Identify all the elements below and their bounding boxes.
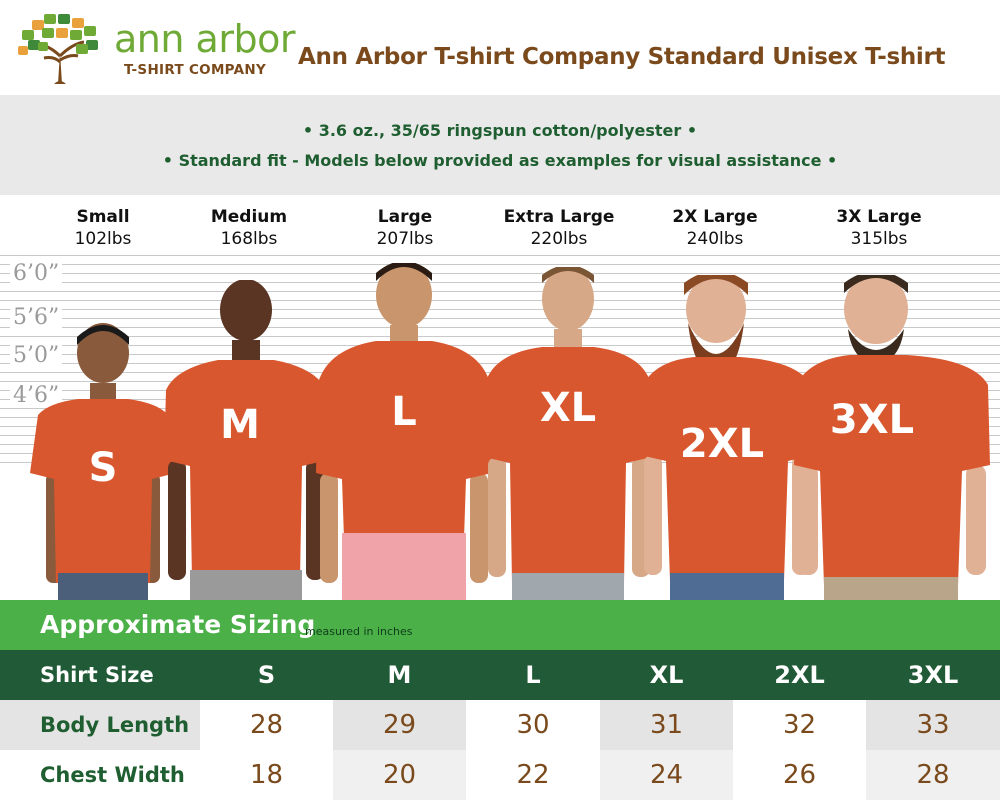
logo-subtitle: T-SHIRT COMPANY	[124, 62, 267, 78]
table-cell: 32	[733, 700, 866, 750]
shirt-label-2xl: 2XL	[680, 421, 764, 467]
logo-wordmark: ann arbor	[114, 17, 295, 61]
table-header-row: Shirt Size S M L XL 2XL 3XL	[0, 650, 1000, 700]
table-row-chest-width: Chest Width 18 20 22 24 26 28	[0, 750, 1000, 800]
model-header-medium: Medium 168lbs	[174, 207, 324, 249]
tree-logo-icon	[18, 14, 98, 84]
model-header-2xl: 2X Large 240lbs	[640, 207, 790, 249]
spec-band: • 3.6 oz., 35/65 ringspun cotton/polyest…	[0, 95, 1000, 195]
spec-fabric: • 3.6 oz., 35/65 ringspun cotton/polyest…	[302, 121, 698, 140]
model-header-small: Small 102lbs	[28, 207, 178, 249]
spec-fit: • Standard fit - Models below provided a…	[162, 151, 838, 170]
row-label: Chest Width	[0, 750, 200, 800]
table-cell: 22	[466, 750, 600, 800]
approximate-sizing-title: Approximate Sizing	[40, 610, 316, 639]
model-figure-small: S	[28, 323, 178, 600]
size-name: Small	[76, 207, 130, 227]
table-cell: 24	[600, 750, 733, 800]
table-cell: 18	[200, 750, 333, 800]
table-row-body-length: Body Length 28 29 30 31 32 33	[0, 700, 1000, 750]
approximate-sizing-bar: Approximate Sizing measured in inches	[0, 600, 1000, 650]
model-figure-medium: M	[162, 280, 330, 600]
company-logo: ann arbor T-SHIRT COMPANY	[14, 12, 295, 86]
size-weight: 220lbs	[530, 229, 588, 249]
size-weight: 240lbs	[686, 229, 744, 249]
size-weight: 207lbs	[376, 229, 434, 249]
size-column-xl: XL	[600, 650, 733, 700]
size-name: 2X Large	[672, 207, 758, 227]
table-cell: 28	[200, 700, 333, 750]
table-cell: 28	[866, 750, 1000, 800]
size-weight: 168lbs	[220, 229, 278, 249]
table-cell: 26	[733, 750, 866, 800]
size-name: Medium	[210, 207, 288, 227]
table-cell: 20	[333, 750, 466, 800]
shirt-label-xl: XL	[540, 385, 596, 431]
model-header-3xl: 3X Large 315lbs	[804, 207, 954, 249]
size-name: 3X Large	[836, 207, 922, 227]
model-figure-2xl: 2XL	[640, 275, 814, 600]
table-cell: 29	[333, 700, 466, 750]
size-name: Extra Large	[503, 207, 615, 227]
size-column-l: L	[466, 650, 600, 700]
model-figure-3xl: 3XL	[794, 275, 990, 600]
page-title: Ann Arbor T-shirt Company Standard Unise…	[298, 44, 946, 70]
shirt-label-s: S	[89, 445, 118, 491]
model-figure-large: L	[316, 263, 492, 600]
model-header-large: Large 207lbs	[330, 207, 480, 249]
height-mark-4-6: 4’6”	[10, 383, 63, 408]
height-mark-5-6: 5’6”	[10, 305, 63, 330]
height-mark-6-0: 6’0”	[10, 261, 63, 286]
shirt-label-3xl: 3XL	[830, 397, 914, 443]
table-cell: 33	[866, 700, 1000, 750]
size-table: Shirt Size S M L XL 2XL 3XL Body Length …	[0, 650, 1000, 800]
shirt-label-l: L	[391, 389, 417, 435]
row-label: Body Length	[0, 700, 200, 750]
model-header-xl: Extra Large 220lbs	[484, 207, 634, 249]
measurement-unit-note: measured in inches	[305, 625, 413, 638]
size-name: Large	[377, 207, 433, 227]
shirt-label-m: M	[220, 402, 260, 448]
table-cell: 30	[466, 700, 600, 750]
size-weight: 102lbs	[74, 229, 132, 249]
model-lineup: 6’0” 5’6” 5’0” 4’6” Small 102lbs Medium …	[0, 195, 1000, 600]
table-cell: 31	[600, 700, 733, 750]
model-figure-xl: XL	[484, 267, 654, 600]
header: ann arbor T-SHIRT COMPANY Ann Arbor T-sh…	[0, 0, 1000, 95]
size-column-m: M	[333, 650, 466, 700]
size-column-s: S	[200, 650, 333, 700]
size-column-2xl: 2XL	[733, 650, 866, 700]
size-column-3xl: 3XL	[866, 650, 1000, 700]
size-weight: 315lbs	[850, 229, 908, 249]
shirt-size-header: Shirt Size	[0, 650, 200, 700]
height-mark-5-0: 5’0”	[10, 343, 63, 368]
